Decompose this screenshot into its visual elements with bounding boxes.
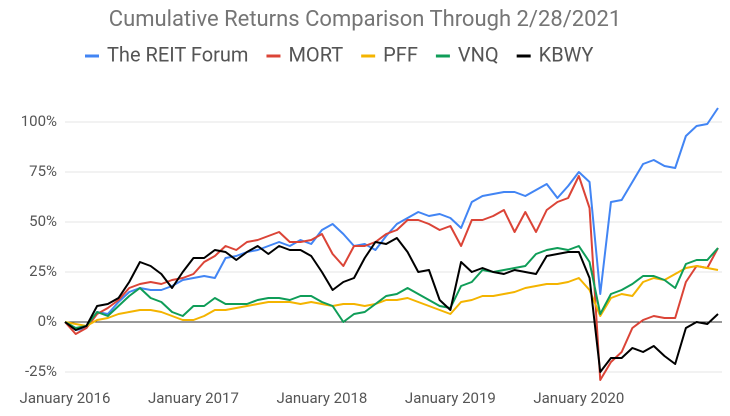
x-tick-label: January 2018 [276,389,367,407]
x-tick-label: January 2019 [405,389,496,407]
legend-label: PFF [383,42,418,66]
chart-title: Cumulative Returns Comparison Through 2/… [109,7,622,32]
y-tick-label: 0% [38,312,57,330]
y-tick-label: 100% [21,112,57,130]
series-line [64,237,719,373]
y-tick-label: -25% [25,362,57,380]
y-tick-label: 50% [29,212,57,230]
series-line [64,175,719,381]
legend-label: KBWY [539,42,594,66]
y-tick-label: 75% [29,162,57,180]
legend-label: The REIT Forum [107,42,248,66]
x-tick-label: January 2016 [20,389,111,407]
x-tick-label: January 2017 [148,389,239,407]
series-line [64,107,719,331]
legend-label: MORT [288,42,343,66]
series-line [64,265,719,327]
legend-label: VNQ [458,42,499,66]
y-tick-label: 25% [29,262,57,280]
series-line [64,245,719,329]
x-tick-label: January 2020 [533,389,624,407]
